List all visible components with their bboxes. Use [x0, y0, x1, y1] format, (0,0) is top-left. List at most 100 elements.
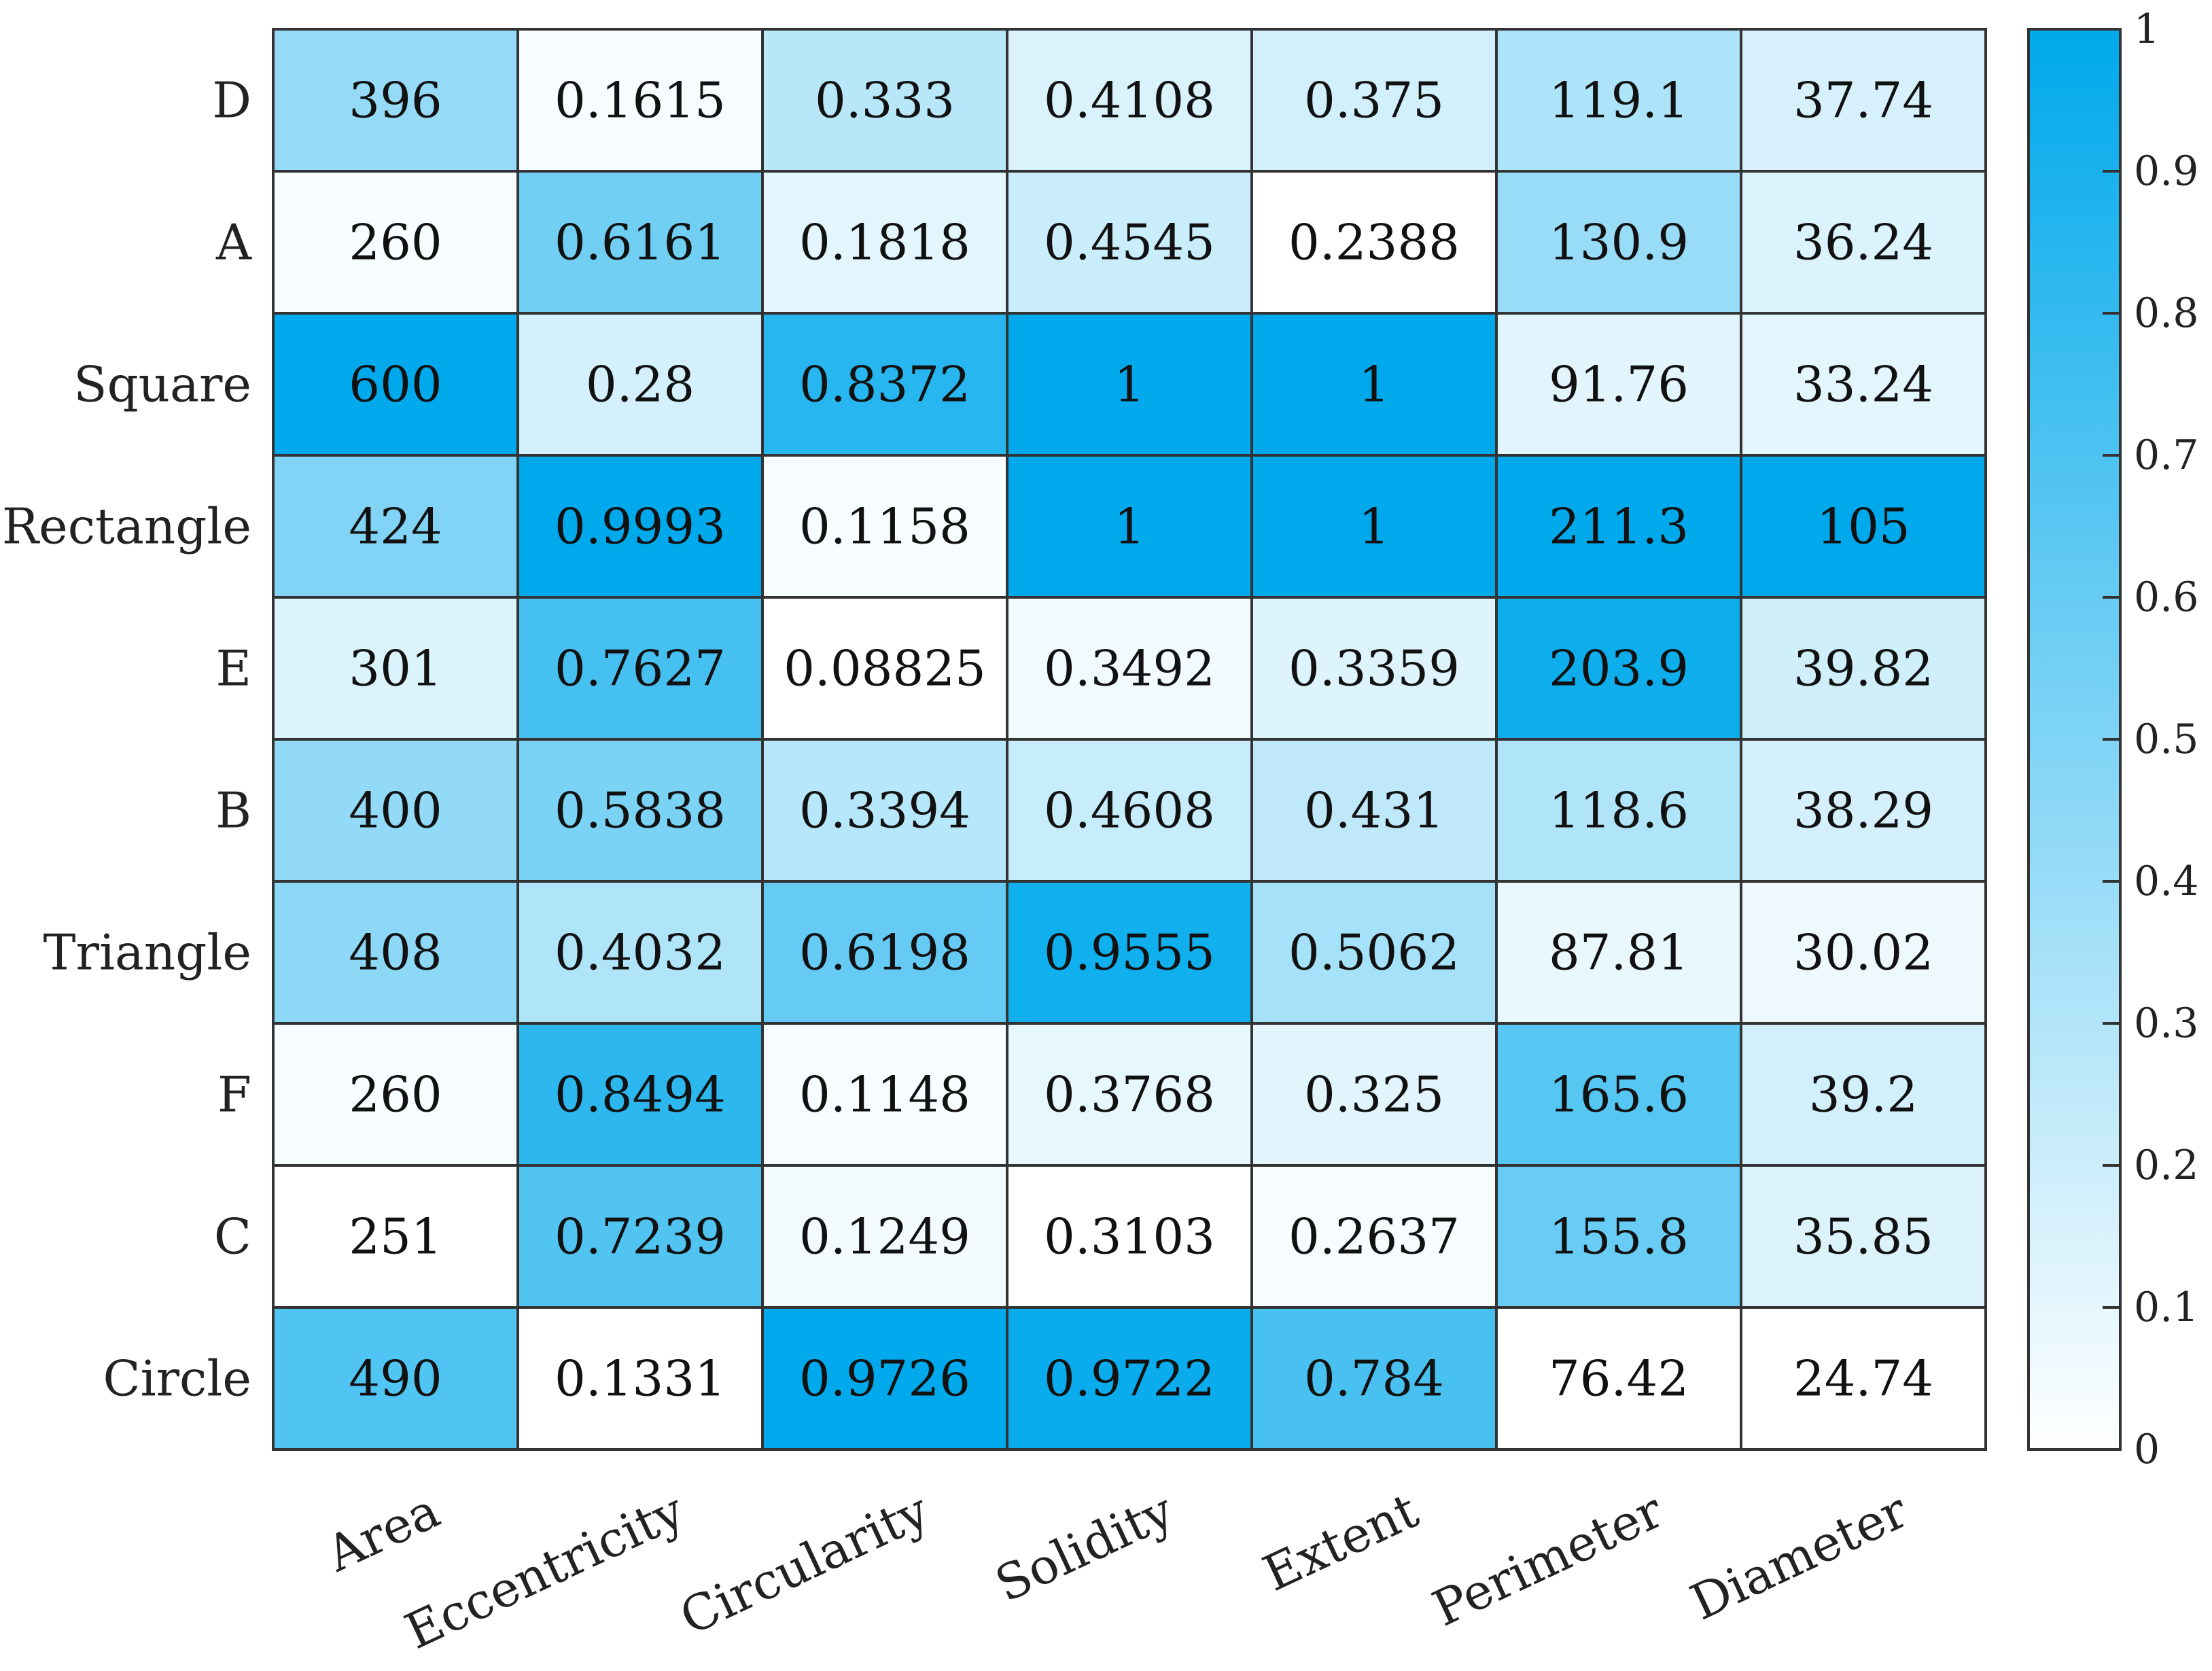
heatmap-cell — [272, 738, 519, 883]
heatmap-cell — [1495, 1306, 1742, 1451]
cell-value-label: 30.02 — [1793, 924, 1933, 981]
cell-value-label: 0.3394 — [799, 782, 970, 839]
heatmap-cell — [272, 1306, 519, 1451]
column-label: Solidity — [987, 1481, 1182, 1613]
cell-value-label: 0.1249 — [799, 1208, 970, 1265]
colorbar-tick-label: 0.3 — [2134, 1000, 2198, 1047]
heatmap-cell — [272, 596, 519, 741]
cell-value-label: 0.1615 — [555, 72, 726, 129]
cell-value-label: 0.3103 — [1044, 1208, 1215, 1265]
cell-value-label: 0.325 — [1304, 1066, 1444, 1123]
cell-value-label: 0.8494 — [555, 1066, 726, 1123]
cell-value-label: 211.3 — [1549, 498, 1689, 555]
colorbar-tick-label: 0.5 — [2134, 716, 2198, 763]
heatmap-cell — [516, 28, 764, 173]
heatmap-cell — [1006, 1022, 1253, 1167]
column-label: Extent — [1254, 1481, 1426, 1602]
cell-value-label: 203.9 — [1549, 640, 1689, 697]
heatmap-cell — [761, 170, 1008, 315]
cell-value-label: 0.3492 — [1044, 640, 1215, 697]
row-label: A — [215, 214, 252, 271]
cell-value-label: 0.4108 — [1044, 72, 1215, 129]
heatmap-cell — [516, 312, 764, 457]
heatmap-cell — [1250, 1164, 1498, 1309]
heatmap-cell — [1740, 1306, 1987, 1451]
heatmap-cell — [761, 596, 1008, 741]
heatmap-cell — [1495, 312, 1742, 457]
heatmap-cell — [1250, 738, 1498, 883]
heatmap-cell — [761, 312, 1008, 457]
cell-value-label: 0.8372 — [799, 356, 970, 413]
heatmap-cell — [1495, 1022, 1742, 1167]
cell-value-label: 0.375 — [1304, 72, 1444, 129]
heatmap-cell — [516, 454, 764, 599]
heatmap-cell — [761, 738, 1008, 883]
cell-value-label: 0.3359 — [1288, 640, 1460, 697]
column-label: Eccentricity — [397, 1481, 693, 1660]
heatmap-cell — [516, 738, 764, 883]
cell-value-label: 37.74 — [1793, 72, 1933, 129]
cell-value-label: 0.6198 — [799, 924, 970, 981]
heatmap-cell — [761, 880, 1008, 1025]
row-label: B — [215, 782, 251, 839]
cell-value-label: 76.42 — [1549, 1350, 1689, 1407]
cell-value-label: 87.81 — [1549, 924, 1689, 981]
heatmap-cell — [1006, 1306, 1253, 1451]
cell-value-label: 1 — [1358, 356, 1390, 413]
heatmap-cell — [1250, 312, 1498, 457]
cell-value-label: 0.333 — [815, 72, 955, 129]
cell-value-label: 0.5838 — [555, 782, 726, 839]
heatmap-cell — [1006, 28, 1253, 173]
cell-value-label: 0.9722 — [1044, 1350, 1215, 1407]
cell-value-label: 0.4608 — [1044, 782, 1215, 839]
heatmap-cell — [761, 28, 1008, 173]
heatmap-cell — [1495, 28, 1742, 173]
heatmap-cell — [761, 1306, 1008, 1451]
cell-value-label: 424 — [349, 498, 442, 555]
heatmap-cell — [761, 1164, 1008, 1309]
heatmap-cell — [1495, 454, 1742, 599]
cell-value-label: 36.24 — [1793, 214, 1933, 271]
cell-value-label: 490 — [349, 1350, 442, 1407]
heatmap-cells: 396 0.1615 0.333 0.4108 0.375 119.1 37.74 260 0.… — [272, 28, 1987, 1451]
cell-value-label: 0.431 — [1304, 782, 1444, 839]
colorbar-tick-label: 0.8 — [2134, 289, 2198, 337]
cell-value-label: 39.82 — [1793, 640, 1933, 697]
cell-value-label: 33.24 — [1793, 356, 1933, 413]
column-label: Area — [317, 1481, 448, 1583]
row-label: C — [214, 1208, 251, 1265]
cell-value-label: 1 — [1114, 356, 1145, 413]
column-label: Perimeter — [1424, 1481, 1672, 1637]
heatmap-cell — [1250, 1022, 1498, 1167]
cell-value-label: 105 — [1816, 498, 1910, 555]
column-label: Diameter — [1682, 1481, 1916, 1631]
heatmap-cell — [1495, 880, 1742, 1025]
heatmap-cell — [1006, 880, 1253, 1025]
cell-value-label: 0.1818 — [799, 214, 970, 271]
cell-value-label: 301 — [349, 640, 442, 697]
row-label: E — [215, 640, 251, 697]
colorbar-tick-label: 0.4 — [2134, 858, 2198, 905]
colorbar-tick-label: 0.2 — [2134, 1142, 2198, 1189]
cell-value-label: 130.9 — [1549, 214, 1689, 271]
cell-value-label: 0.1331 — [555, 1350, 726, 1407]
row-label: Rectangle — [2, 498, 251, 555]
cell-value-label: 400 — [349, 782, 442, 839]
cell-value-label: 119.1 — [1549, 72, 1689, 129]
cell-value-label: 0.9993 — [555, 498, 726, 555]
colorbar-tick-label: 0.1 — [2134, 1284, 2198, 1331]
cell-value-label: 39.2 — [1809, 1066, 1918, 1123]
row-label: Circle — [103, 1350, 252, 1407]
cell-value-label: 0.4032 — [555, 924, 726, 981]
cell-value-label: 0.3768 — [1044, 1066, 1215, 1123]
heatmap-cell — [1006, 738, 1253, 883]
row-label: F — [217, 1066, 251, 1123]
cell-value-label: 0.1158 — [799, 498, 970, 555]
cell-value-label: 260 — [349, 214, 442, 271]
colorbar-tick-label: 1 — [2134, 5, 2160, 53]
cell-value-label: 0.7239 — [555, 1208, 726, 1265]
row-labels: D A Square Rectangle E B Triangle F C Circle — [2, 72, 252, 1407]
cell-value-label: 24.74 — [1793, 1350, 1933, 1407]
